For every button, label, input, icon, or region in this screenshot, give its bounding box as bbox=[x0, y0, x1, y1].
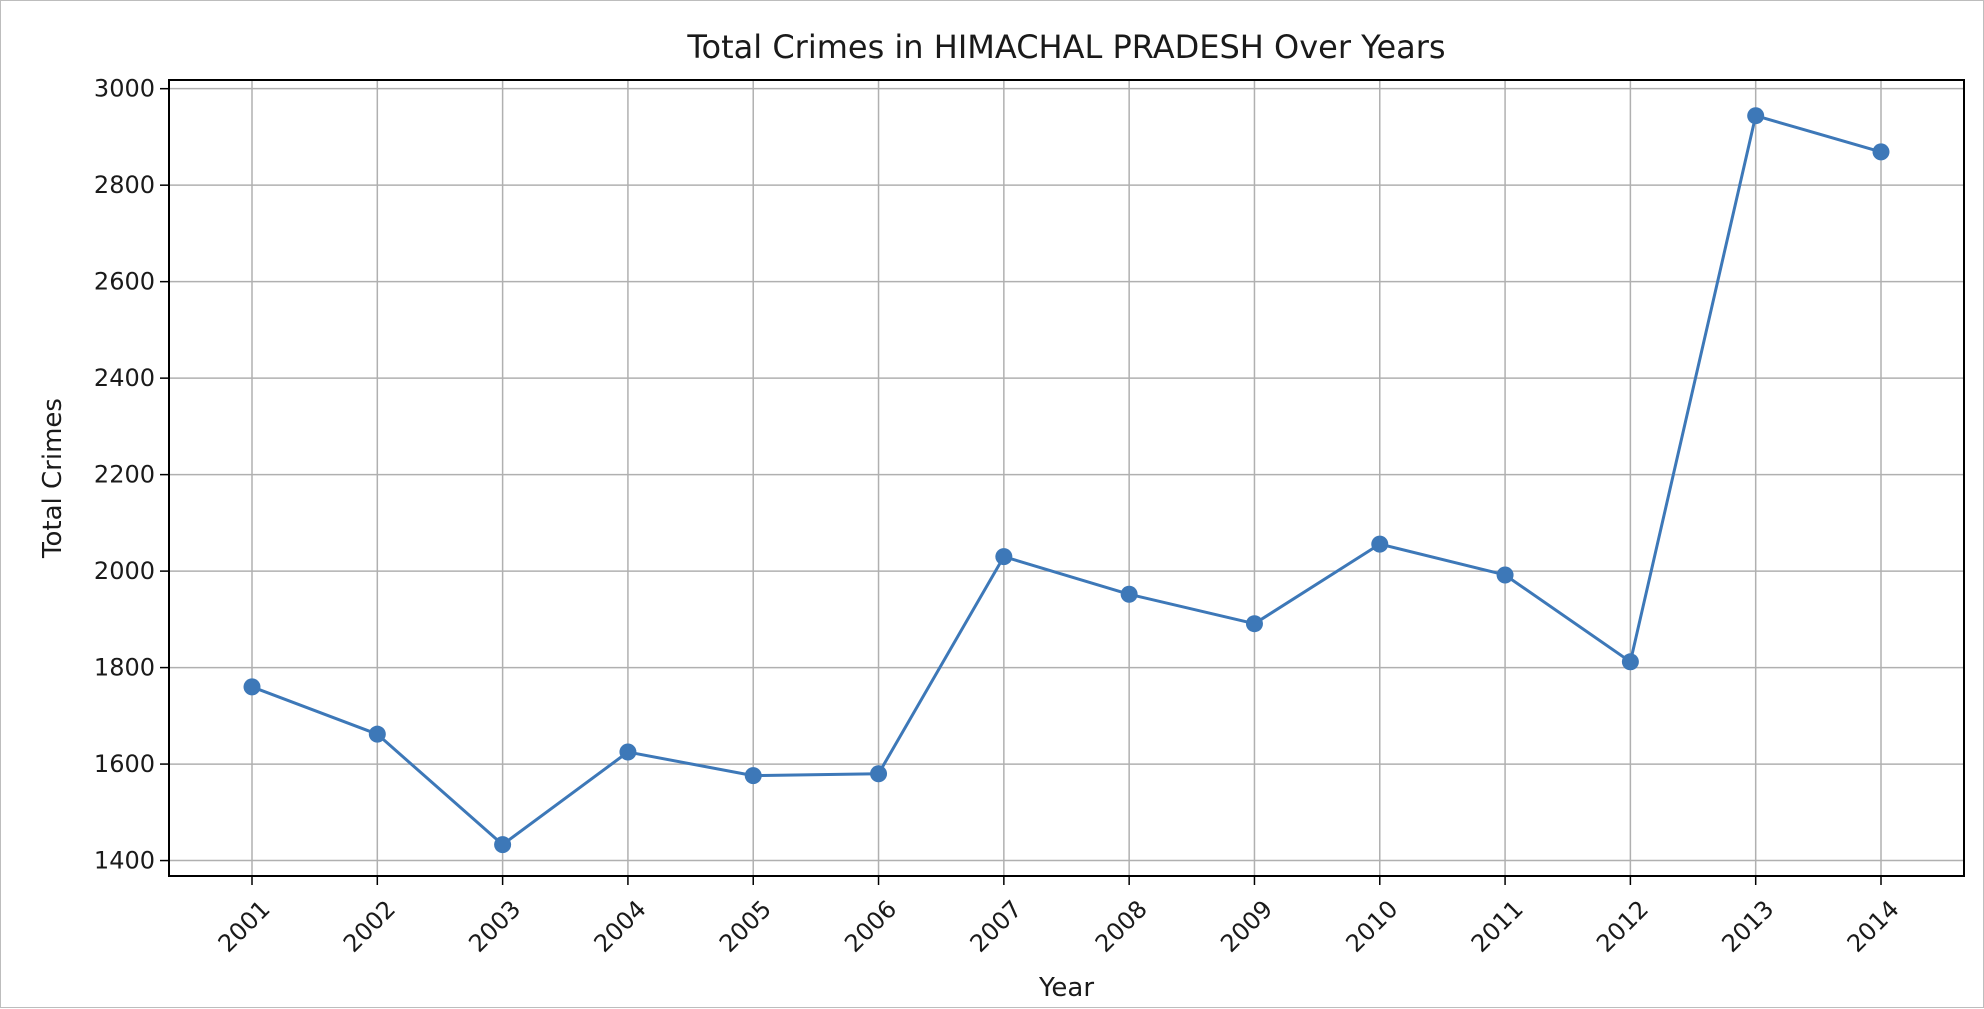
y-tick-label: 2000 bbox=[94, 557, 155, 585]
x-tick-label: 2014 bbox=[1842, 895, 1905, 958]
x-tick-label: 2013 bbox=[1716, 895, 1779, 958]
y-tick-label: 2400 bbox=[94, 364, 155, 392]
x-tick-label: 2004 bbox=[589, 895, 652, 958]
data-point bbox=[1872, 143, 1890, 161]
y-tick-label: 2800 bbox=[94, 171, 155, 199]
data-point bbox=[243, 678, 261, 696]
x-tick-label: 2006 bbox=[839, 895, 902, 958]
y-tick-label: 1400 bbox=[94, 847, 155, 875]
x-tick-label: 2005 bbox=[714, 895, 777, 958]
series-group bbox=[243, 107, 1890, 854]
data-point bbox=[1245, 615, 1263, 633]
data-point bbox=[870, 765, 888, 783]
data-point bbox=[995, 548, 1013, 566]
y-tick-label: 2200 bbox=[94, 461, 155, 489]
x-tick-label: 2010 bbox=[1340, 895, 1403, 958]
y-tick-label: 1600 bbox=[94, 750, 155, 778]
grid-lines bbox=[169, 80, 1964, 876]
data-point bbox=[368, 725, 386, 743]
y-axis: 1400 1600 1800 2000 2200 2400 2600 2800 3000 bbox=[94, 75, 169, 875]
x-tick-label: 2001 bbox=[213, 895, 276, 958]
x-tick-label: 2003 bbox=[463, 895, 526, 958]
series-line bbox=[251, 114, 1882, 847]
data-point bbox=[1621, 653, 1639, 671]
data-point bbox=[1120, 585, 1138, 603]
y-tick-label: 2600 bbox=[94, 268, 155, 296]
x-tick-label: 2011 bbox=[1466, 895, 1529, 958]
x-tick-label: 2007 bbox=[965, 895, 1028, 958]
x-tick-label: 2008 bbox=[1090, 895, 1153, 958]
y-tick-label: 3000 bbox=[94, 75, 155, 103]
y-tick-label: 1800 bbox=[94, 654, 155, 682]
data-point bbox=[1747, 107, 1765, 125]
x-tick-label: 2002 bbox=[338, 895, 401, 958]
x-tick-label: 2012 bbox=[1591, 895, 1654, 958]
data-point bbox=[744, 767, 762, 785]
data-point bbox=[1496, 566, 1514, 584]
data-point bbox=[619, 743, 637, 761]
y-axis-label: Total Crimes bbox=[38, 398, 68, 559]
x-axis: 2001 2002 2003 2004 2005 2006 2007 2008 2009 2010… bbox=[213, 876, 1905, 958]
plot-area bbox=[168, 79, 1965, 877]
chart-title: Total Crimes in HIMACHAL PRADESH Over Ye… bbox=[686, 28, 1445, 66]
data-point bbox=[494, 836, 512, 854]
x-tick-label: 2009 bbox=[1215, 895, 1278, 958]
x-axis-label: Year bbox=[1038, 973, 1094, 1003]
data-point bbox=[1371, 535, 1389, 553]
